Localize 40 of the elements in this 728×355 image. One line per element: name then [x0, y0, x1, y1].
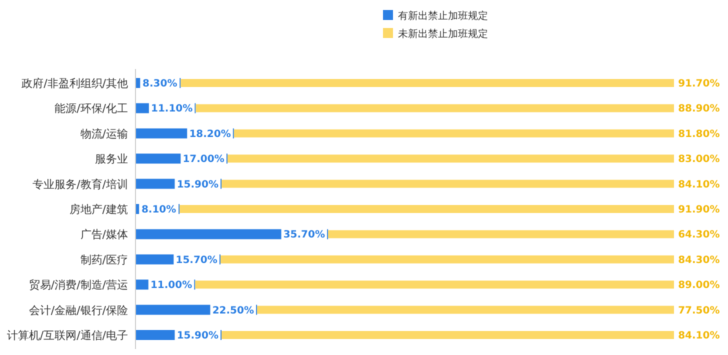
data-label: 89.00% — [678, 280, 720, 292]
y-tick-label: 会计/金融/银行/保险 — [28, 304, 128, 317]
y-tick-label: 制药/医疗 — [80, 253, 128, 266]
bar — [196, 104, 674, 112]
y-tick-label: 服务业 — [95, 152, 128, 166]
y-tick-label: 计算机/互联网/通信/电子 — [6, 329, 128, 342]
data-label: 8.10% — [141, 204, 176, 216]
bar — [227, 154, 674, 163]
data-label: 22.50% — [212, 305, 254, 316]
data-label: 8.30% — [142, 78, 178, 90]
legend-label: 有新出禁止加班规定 — [398, 10, 488, 22]
y-tick-label: 房地产/建筑 — [69, 203, 128, 216]
y-tick-label: 贸易/消费/制造/营运 — [28, 278, 128, 292]
data-label: 35.70% — [283, 230, 325, 241]
data-label: 84.10% — [678, 179, 720, 190]
data-label: 11.10% — [150, 104, 193, 115]
data-label: 18.20% — [189, 128, 231, 140]
y-tick-label: 专业服务/教育/培训 — [32, 178, 128, 191]
y-tick-label: 能源/环保/化工 — [54, 102, 128, 116]
data-label: 84.10% — [678, 330, 720, 342]
data-label: 81.80% — [678, 128, 720, 140]
data-label: 17.00% — [182, 154, 224, 166]
data-label: 83.00% — [678, 154, 720, 166]
data-label: 91.90% — [678, 204, 720, 216]
data-label: 64.30% — [678, 230, 720, 241]
data-label: 77.50% — [678, 305, 720, 316]
data-label: 11.00% — [150, 280, 192, 292]
data-label: 15.70% — [176, 254, 218, 266]
data-label: 15.90% — [176, 179, 218, 190]
bar — [220, 255, 674, 264]
legend-label: 未新出禁止加班规定 — [398, 28, 488, 40]
y-tick-label: 政府/非盈利组织/其他 — [22, 77, 128, 90]
y-tick-label: 物流/运输 — [80, 127, 128, 140]
data-label: 84.30% — [678, 254, 720, 266]
data-label: 88.90% — [678, 104, 720, 115]
bar — [234, 129, 674, 138]
bar — [195, 280, 674, 289]
y-tick-label: 广告/媒体 — [80, 228, 128, 242]
data-label: 91.70% — [678, 78, 720, 90]
data-label: 15.90% — [176, 330, 218, 342]
